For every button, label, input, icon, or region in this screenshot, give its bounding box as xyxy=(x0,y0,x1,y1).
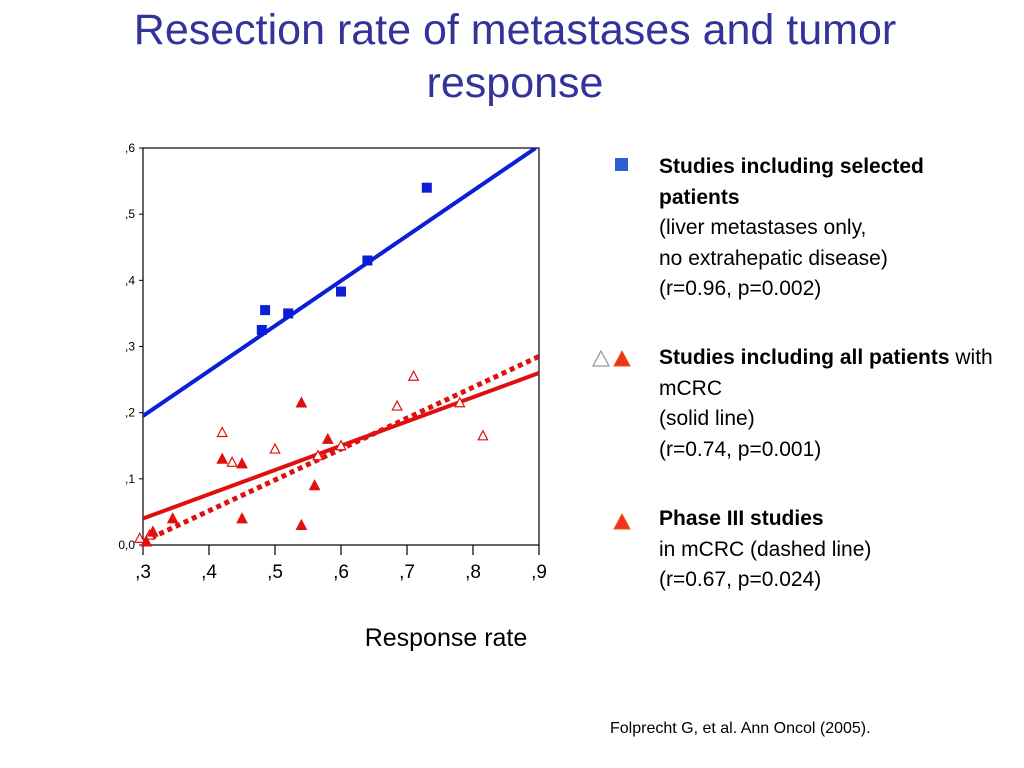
legend-selected-line-3: (r=0.96, p=0.002) xyxy=(659,277,822,300)
y-tick-label: ,2 xyxy=(125,406,135,420)
y-tick-label: ,6 xyxy=(125,141,135,155)
point-selected xyxy=(336,286,346,297)
legend-all-rest: with mCRC xyxy=(659,346,993,400)
y-tick-label: 0,0 xyxy=(118,538,135,552)
y-tick-label: ,3 xyxy=(125,340,135,354)
point-all-patients xyxy=(312,449,324,461)
axes xyxy=(139,147,540,555)
point-all-patients xyxy=(226,456,238,467)
point-phase3 xyxy=(166,512,179,524)
point-all-patients xyxy=(269,442,281,454)
point-all-patients xyxy=(133,532,146,543)
point-all-patients xyxy=(477,429,489,441)
point-all-patients xyxy=(216,426,228,438)
fit-line-1 xyxy=(143,148,537,418)
legend-phase3-line-1: in mCRC (dashed line) xyxy=(659,537,872,561)
point-phase3 xyxy=(295,518,308,530)
open-triangle-icon xyxy=(591,349,611,367)
y-tick-label: ,4 xyxy=(125,273,135,287)
x-tick-label: ,6 xyxy=(333,562,349,583)
point-selected xyxy=(362,255,373,266)
point-phase3 xyxy=(216,452,229,464)
y-tick-label: ,1 xyxy=(125,472,135,486)
point-phase3 xyxy=(236,457,248,469)
point-selected xyxy=(421,182,432,193)
filled-triangle-icon xyxy=(613,349,631,367)
x-tick-label: ,4 xyxy=(201,562,217,583)
legend-all-line-1: (solid line) xyxy=(659,407,755,430)
legend-all-title: Studies including all patients xyxy=(659,346,950,369)
x-tick-label: ,3 xyxy=(135,562,151,583)
x-tick-label: ,8 xyxy=(465,562,481,583)
filled-square-icon xyxy=(615,158,628,171)
point-phase3 xyxy=(295,396,308,408)
citation: Folprecht G, et al. Ann Oncol (2005). xyxy=(610,720,871,737)
legend-selected-line-1: (liver metastases only, xyxy=(659,216,867,239)
point-all-patients xyxy=(454,396,466,408)
legend-phase3-line-2: (r=0.67, p=0.024) xyxy=(659,568,822,591)
legend-selected-title: Studies including selected patients xyxy=(659,155,924,209)
point-all-patients xyxy=(391,399,403,411)
point-phase3 xyxy=(236,512,248,524)
point-all-patients xyxy=(335,439,347,451)
legend-phase3-title: Phase III studies xyxy=(659,507,824,530)
x-tick-label: ,7 xyxy=(399,562,415,583)
x-tick-label: ,9 xyxy=(531,562,547,583)
data-points xyxy=(133,182,489,547)
point-all-patients xyxy=(407,369,420,381)
point-selected xyxy=(256,324,267,335)
fit-lines xyxy=(143,148,539,544)
point-phase3 xyxy=(321,432,334,444)
point-phase3 xyxy=(147,525,159,537)
legend-selected-line-2: no extrahepatic disease) xyxy=(659,246,888,270)
triangle-pair-icon xyxy=(591,349,631,367)
filled-triangle-icon xyxy=(613,512,631,530)
x-tick-label: ,5 xyxy=(267,562,283,583)
legend-all-line-2: (r=0.74, p=0.001) xyxy=(659,437,822,461)
plot-frame xyxy=(142,147,540,546)
point-selected xyxy=(283,308,294,319)
point-phase3 xyxy=(308,479,321,491)
tick-labels: 0,0 ,1 ,2 ,3 ,4 ,5 ,6 ,3 ,4 ,5 ,6 ,7 ,8 ,9 xyxy=(118,141,547,583)
slide-title: Resection rate of metastases and tumor r… xyxy=(133,6,897,107)
x-axis-label: Response rate xyxy=(365,624,528,652)
point-selected xyxy=(260,305,271,316)
point-phase3 xyxy=(140,535,153,547)
y-tick-label: ,5 xyxy=(125,207,135,221)
